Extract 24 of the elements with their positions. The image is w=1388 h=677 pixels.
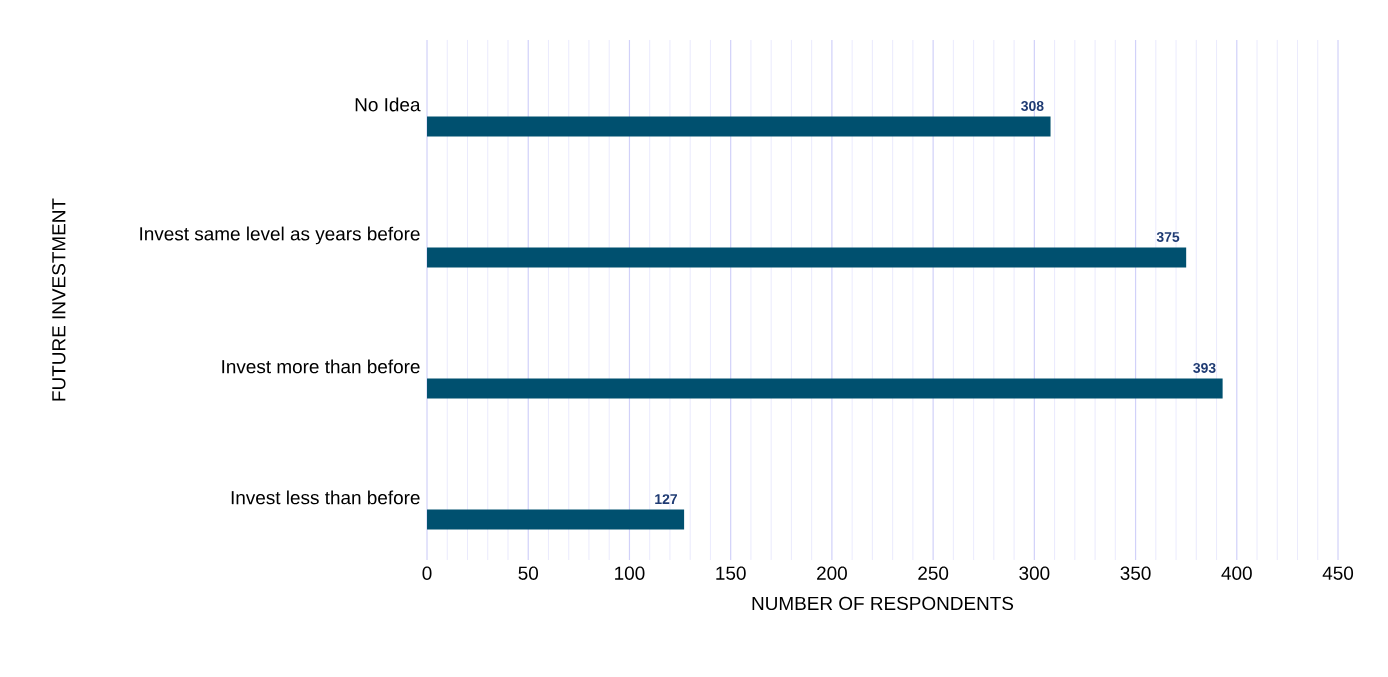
x-tick-label: 100 (615, 566, 645, 580)
x-tick-label: 300 (1019, 566, 1050, 580)
bar (427, 247, 1187, 268)
y-tick-label: No Idea (355, 97, 421, 112)
bar (427, 509, 685, 530)
data-label: 308 (1021, 101, 1044, 111)
y-tick-label: Invest more than before (222, 359, 420, 374)
bar (427, 378, 1223, 399)
x-tick-label: 400 (1221, 566, 1252, 580)
x-tick-label: 0 (422, 566, 432, 580)
data-label: 393 (1193, 362, 1216, 373)
x-tick-label: 150 (716, 566, 746, 580)
x-tick-label: 50 (518, 566, 539, 580)
y-tick-label: Invest same level as years before (140, 226, 420, 245)
y-tick-label: Invest less than before (231, 490, 420, 505)
x-tick-label: 200 (817, 566, 847, 580)
data-label: 127 (655, 494, 677, 504)
bar (427, 116, 1051, 137)
x-tick-label: 350 (1120, 566, 1151, 580)
data-label: 375 (1156, 232, 1180, 242)
x-axis-title: NUMBER OF RESPONDENTS (752, 596, 1014, 611)
x-tick-label: 450 (1322, 566, 1354, 580)
y-axis-title: FUTURE INVESTMENT (52, 198, 66, 401)
x-tick-label: 250 (918, 566, 949, 580)
